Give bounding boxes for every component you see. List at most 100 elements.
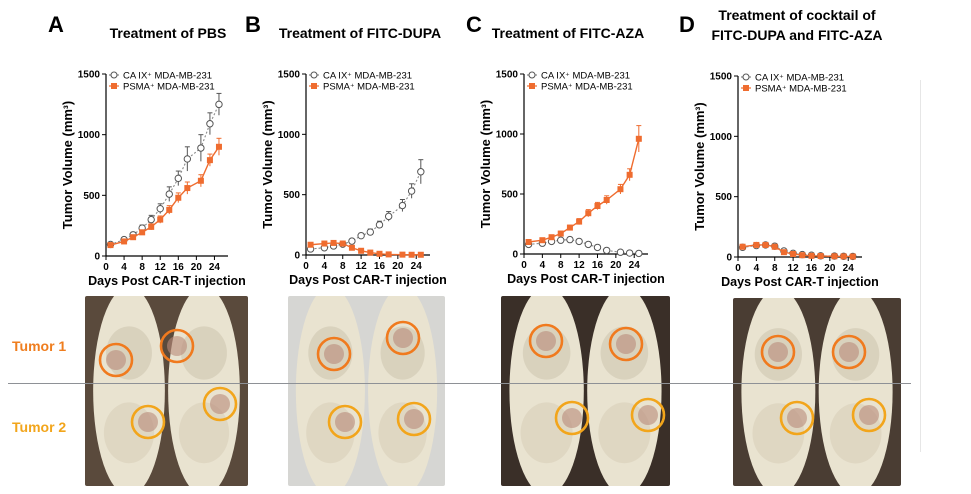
data-point-square xyxy=(184,185,191,192)
panel-letter-c: C xyxy=(466,12,482,37)
x-tick-label: 24 xyxy=(411,261,423,272)
tumor-2-circle xyxy=(130,404,166,440)
tumor-spot xyxy=(106,350,126,370)
data-point-circle xyxy=(398,201,407,210)
data-point-square xyxy=(831,253,838,260)
legend-marker-square xyxy=(743,85,749,91)
data-point-square xyxy=(399,251,406,258)
y-tick-label: 0 xyxy=(294,251,300,262)
data-point-circle xyxy=(602,246,611,255)
data-point-square xyxy=(557,230,564,237)
data-point-square xyxy=(617,186,624,193)
x-tick-label: 16 xyxy=(592,260,604,271)
tumor-spot xyxy=(335,412,355,432)
data-point-circle xyxy=(156,204,164,213)
y-tick-label: 1000 xyxy=(496,130,519,141)
chart-title-line: Treatment of FITC-AZA xyxy=(492,25,644,41)
tumor-2-circle xyxy=(396,401,432,437)
mouse-photo-drawing xyxy=(733,298,901,486)
tumor-1-circle xyxy=(159,328,195,364)
chart-title-line: FITC-DUPA and FITC-AZA xyxy=(711,27,882,43)
y-axis-label: Tumor Volume (mm³) xyxy=(60,101,75,229)
data-point-circle xyxy=(593,243,602,252)
data-point-square xyxy=(849,253,856,260)
y-tick-label: 1000 xyxy=(710,132,733,143)
y-tick-label: 1500 xyxy=(78,70,101,81)
data-point-circle xyxy=(147,215,155,224)
data-point-square xyxy=(130,234,137,241)
data-point-square xyxy=(330,239,337,246)
data-point-square xyxy=(348,244,355,251)
tumor-2-circle xyxy=(327,404,363,440)
chart-title-line: Treatment of FITC-DUPA xyxy=(279,25,441,41)
legend-marker-circle xyxy=(110,71,118,79)
data-point-circle xyxy=(197,144,205,152)
x-tick-label: 4 xyxy=(322,261,328,272)
data-point-square xyxy=(385,251,392,258)
tumor-spot xyxy=(404,409,424,429)
data-point-circle xyxy=(384,212,393,221)
x-axis-label: Days Post CAR-T injection xyxy=(507,272,665,286)
x-tick-label: 20 xyxy=(610,260,622,271)
legend-label: CA IX⁺ MDA-MB-231 xyxy=(323,71,412,82)
tumor-spot xyxy=(393,328,413,348)
legend-marker-circle xyxy=(742,73,750,81)
data-point-square xyxy=(367,249,374,256)
x-tick-label: 16 xyxy=(374,261,386,272)
mouse-shading xyxy=(520,402,573,464)
tumor-1-circle xyxy=(98,342,134,378)
legend-label: PSMA⁺ MDA-MB-231 xyxy=(123,82,215,93)
y-tick-label: 500 xyxy=(283,190,300,201)
x-tick-label: 12 xyxy=(574,260,586,271)
legend-marker-square xyxy=(311,83,317,89)
x-tick-label: 16 xyxy=(806,263,818,274)
y-tick-label: 0 xyxy=(94,252,100,263)
x-axis-label: Days Post CAR-T injection xyxy=(88,274,246,288)
data-point-square xyxy=(339,240,346,247)
mouse-photo-cocktail xyxy=(733,298,901,486)
x-tick-label: 20 xyxy=(392,261,404,272)
x-tick-label: 0 xyxy=(735,263,741,274)
series-line xyxy=(110,146,220,246)
legend-label: PSMA⁺ MDA-MB-231 xyxy=(541,82,633,93)
right-edge-rule xyxy=(920,80,921,452)
x-tick-label: 0 xyxy=(103,262,109,273)
tumor-spot xyxy=(167,336,187,356)
mouse-shading xyxy=(522,326,571,380)
x-tick-label: 12 xyxy=(356,261,368,272)
y-tick-label: 1500 xyxy=(278,70,301,81)
data-point-square xyxy=(206,157,213,164)
tumor-spot xyxy=(638,405,658,425)
y-tick-label: 1500 xyxy=(710,72,733,83)
y-axis-label: Tumor Volume (mm³) xyxy=(478,100,493,228)
tumor-2-label: Tumor 2 xyxy=(12,419,67,435)
y-tick-label: 0 xyxy=(512,250,518,261)
panel-letter-d: D xyxy=(679,12,695,37)
mouse-photo-fitc-dupa xyxy=(288,296,445,486)
legend-marker-square xyxy=(111,83,117,89)
legend-marker-square xyxy=(529,83,535,89)
data-point-square xyxy=(817,253,824,260)
data-point-square xyxy=(548,234,555,241)
x-axis-label: Days Post CAR-T injection xyxy=(721,275,879,289)
data-point-circle xyxy=(348,237,356,245)
data-point-square xyxy=(799,252,806,259)
data-point-square xyxy=(417,251,424,258)
chart-3: Treatment of cocktail of FITC-DUPA and FI… xyxy=(692,7,883,289)
x-tick-label: 4 xyxy=(540,260,546,271)
x-tick-label: 8 xyxy=(139,262,145,273)
data-point-circle xyxy=(366,228,374,236)
tumor-spot xyxy=(210,394,230,414)
data-point-circle xyxy=(165,190,173,198)
tumor-1-circle xyxy=(316,336,352,372)
chart-1: Treatment of FITC-DUPA 0 500 1000 1500 0 4 8 12 1… xyxy=(260,25,447,287)
chart-0: Treatment of PBS 0 500 1000 1500 0 4 8 12 16 20 24D… xyxy=(60,25,246,288)
mouse-shading xyxy=(103,402,155,464)
data-point-circle xyxy=(375,221,384,229)
data-point-circle xyxy=(206,120,214,128)
series-line xyxy=(310,171,422,250)
tumor-1-circle xyxy=(831,334,867,370)
tumor-spot xyxy=(536,331,556,351)
x-tick-label: 0 xyxy=(303,261,309,272)
